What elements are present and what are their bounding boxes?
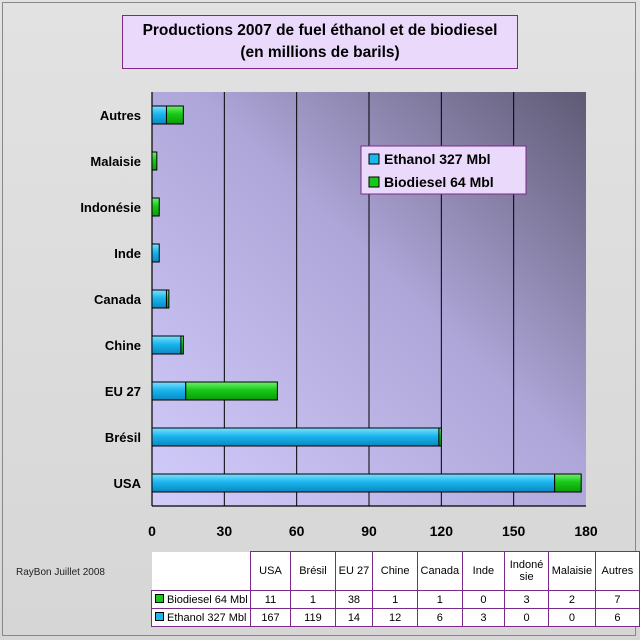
legend-swatch-icon [155, 594, 164, 604]
y-category-label: Inde [114, 246, 141, 261]
bar-biodiesel [151, 197, 160, 217]
legend-label: Ethanol 327 Mbl [384, 151, 491, 167]
bar-ethanol [151, 243, 160, 263]
y-category-label: Brésil [105, 430, 141, 445]
table-cell: 3 [461, 608, 506, 627]
table-header-cell: Brésil [290, 551, 336, 591]
table-cell: 11 [249, 590, 292, 609]
table-corner [151, 551, 251, 591]
table-header-cell: Malaisie [548, 551, 596, 591]
chart-title: Productions 2007 de fuel éthanol et de b… [142, 22, 498, 39]
x-tick-label: 180 [574, 523, 598, 539]
table-row: Biodiesel 64 Mbl 11 1 38 1 1 0 3 2 7 [151, 590, 640, 609]
x-tick-label: 30 [217, 523, 233, 539]
table-header-cell: Autres [594, 551, 640, 591]
legend-swatch-icon [155, 612, 164, 622]
table-cell: 2 [548, 590, 596, 609]
table-cell: 1 [416, 590, 463, 609]
legend-label: Biodiesel 64 Mbl [384, 174, 494, 190]
bar-ethanol [151, 289, 167, 309]
bar-biodiesel [180, 335, 184, 355]
table-cell: 6 [416, 608, 463, 627]
bar-ethanol [151, 427, 440, 447]
legend-swatch [368, 153, 380, 165]
table-header-cell: Chine [372, 551, 418, 591]
row-label-text: Ethanol 327 Mbl [167, 611, 247, 624]
table-cell: 12 [372, 608, 418, 627]
table-header-cell: USA [249, 551, 292, 591]
table-header-cell: Canada [416, 551, 463, 591]
table-header-cell: Inde [461, 551, 506, 591]
table-cell: 119 [290, 608, 336, 627]
table-cell: 6 [594, 608, 640, 627]
legend-box [360, 145, 527, 195]
bar-biodiesel [151, 151, 158, 171]
table-cell: 1 [372, 590, 418, 609]
y-category-label: EU 27 [105, 384, 141, 399]
legend-swatch [368, 176, 380, 188]
bar-ethanol [151, 105, 167, 125]
table-row-label: Ethanol 327 Mbl [151, 608, 251, 627]
table-cell: 3 [504, 590, 550, 609]
table-cell: 167 [249, 608, 292, 627]
table-header-cell: EU 27 [334, 551, 374, 591]
bar-ethanol [151, 335, 182, 355]
legend: Ethanol 327 Mbl Biodiesel 64 Mbl [360, 145, 527, 195]
y-category-label: Autres [100, 108, 141, 123]
bar-biodiesel [185, 381, 278, 401]
bar-ethanol [151, 381, 187, 401]
x-tick-label: 60 [289, 523, 305, 539]
table-header-row: USA Brésil EU 27 Chine Canada Inde Indoné sie M… [151, 551, 640, 591]
data-table-wrap: USA Brésil EU 27 Chine Canada Inde Indoné sie M… [151, 551, 640, 627]
y-category-label: Canada [94, 292, 142, 307]
y-category-label: Indonésie [80, 200, 141, 215]
x-tick-label: 0 [148, 523, 156, 539]
y-category-label: Malaisie [90, 154, 141, 169]
table-cell: 0 [504, 608, 550, 627]
row-label-text: Biodiesel 64 Mbl [167, 593, 248, 606]
bar-biodiesel [554, 473, 582, 493]
bar-ethanol [151, 473, 556, 493]
table-header-cell: Indoné sie [504, 551, 550, 591]
x-tick-label: 150 [502, 523, 526, 539]
bar-biodiesel [438, 427, 442, 447]
data-table: USA Brésil EU 27 Chine Canada Inde Indoné sie M… [151, 551, 640, 627]
table-cell: 0 [548, 608, 596, 627]
bar-biodiesel [165, 289, 170, 309]
table-cell: 1 [290, 590, 336, 609]
table-cell: 0 [461, 590, 506, 609]
table-cell: 38 [334, 590, 374, 609]
y-category-label: USA [114, 476, 142, 491]
table-cell: 7 [594, 590, 640, 609]
table-cell: 14 [334, 608, 374, 627]
credit-text: RayBon Juillet 2008 [16, 567, 105, 578]
table-row: Ethanol 327 Mbl 167 119 14 12 6 3 0 0 6 [151, 608, 640, 627]
chart-subtitle: (en millions de barils) [240, 44, 400, 61]
bar-biodiesel [165, 105, 184, 125]
x-tick-label: 120 [430, 523, 454, 539]
chart-title-box: Productions 2007 de fuel éthanol et de b… [122, 15, 518, 69]
table-row-label: Biodiesel 64 Mbl [151, 590, 251, 609]
x-tick-label: 90 [361, 523, 377, 539]
y-category-label: Chine [105, 338, 141, 353]
